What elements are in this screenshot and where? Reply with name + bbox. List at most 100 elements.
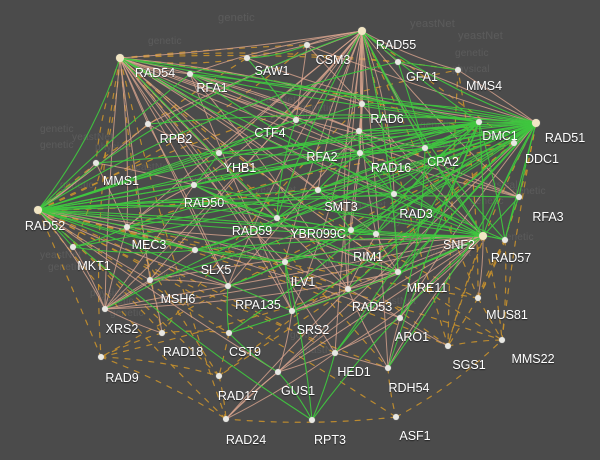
node-mkt1[interactable] (70, 244, 76, 250)
node-rim1[interactable] (373, 231, 379, 237)
edge-coexpression (37, 57, 121, 211)
edge-physical (147, 123, 229, 287)
node-yhb1[interactable] (216, 150, 222, 156)
node-xrs2[interactable] (102, 306, 108, 312)
edge-genetic (119, 57, 163, 334)
node-rfa3[interactable] (516, 194, 522, 200)
node-dmc1[interactable] (476, 119, 482, 125)
edge-genetic (447, 69, 459, 347)
edge-coexpression (37, 209, 399, 273)
node-mre11[interactable] (395, 269, 401, 275)
node-cst9[interactable] (226, 330, 232, 336)
edge-coexpression (361, 30, 537, 124)
edge-physical (225, 235, 484, 420)
edge-genetic (119, 57, 227, 420)
node-mec3[interactable] (124, 224, 130, 230)
edge-genetic (501, 122, 537, 341)
node-hed1[interactable] (332, 350, 338, 356)
node-sgs1[interactable] (445, 343, 451, 349)
node-rad50[interactable] (191, 182, 197, 188)
node-rad59[interactable] (274, 215, 280, 221)
node-rad51[interactable] (532, 119, 540, 127)
node-csm3[interactable] (304, 42, 310, 48)
edge-physical (361, 30, 389, 369)
node-rfa1[interactable] (187, 71, 193, 77)
node-ddc1[interactable] (511, 140, 517, 146)
node-rad57[interactable] (502, 237, 508, 243)
node-mms1[interactable] (93, 160, 99, 166)
edge-genetic (387, 367, 397, 418)
edge-coexpression (37, 30, 363, 211)
edge-physical (104, 57, 121, 310)
edge-physical (399, 235, 484, 319)
node-rpt3[interactable] (309, 417, 315, 423)
node-rad16[interactable] (357, 150, 363, 156)
node-msh6[interactable] (147, 277, 153, 283)
node-rad52[interactable] (34, 206, 42, 214)
node-rpa135[interactable] (225, 283, 231, 289)
node-rad6[interactable] (359, 101, 365, 107)
node-rdh54[interactable] (385, 365, 391, 371)
edge-coexpression (119, 57, 278, 219)
edge-coexpression (504, 196, 520, 241)
edge-coexpression (37, 61, 399, 211)
edge-coexpression (189, 73, 361, 154)
node-mus81[interactable] (475, 295, 481, 301)
edge-physical (119, 57, 360, 132)
edge-physical (37, 209, 279, 373)
edge-coexpression (317, 189, 352, 231)
node-rad53[interactable] (345, 286, 351, 292)
edge-coexpression (311, 235, 484, 421)
node-gfa1[interactable] (395, 59, 401, 65)
edge-coexpression (126, 121, 480, 228)
edge-coexpression (359, 152, 395, 195)
edge-genetic (119, 57, 389, 369)
node-mms4[interactable] (455, 67, 461, 73)
edge-coexpression (358, 121, 480, 132)
edge-physical (347, 271, 399, 290)
edge-coexpression (246, 44, 308, 59)
edge-coexpression (277, 371, 313, 421)
edge-coexpression (37, 189, 319, 211)
node-rad9[interactable] (98, 354, 104, 360)
edge-coexpression (397, 121, 480, 273)
node-rad54[interactable] (116, 54, 124, 62)
edge-physical (227, 235, 484, 287)
edge-coexpression (276, 119, 297, 219)
edge-physical (334, 235, 484, 354)
node-rad17[interactable] (216, 373, 222, 379)
edge-genetic (447, 297, 479, 347)
node-rad55[interactable] (358, 27, 366, 35)
edge-physical (361, 30, 459, 71)
node-saw1[interactable] (244, 55, 250, 61)
edge-physical (37, 209, 106, 310)
edge-coexpression (276, 217, 399, 273)
node-rad18[interactable] (159, 330, 165, 336)
node-slx5[interactable] (192, 247, 198, 253)
node-gus1[interactable] (275, 369, 281, 375)
edge-physical (291, 288, 349, 312)
node-rad24[interactable] (223, 416, 229, 422)
edge-coexpression (478, 121, 484, 237)
node-srs2[interactable] (289, 308, 295, 314)
node-rpb2[interactable] (145, 121, 151, 127)
edge-genetic (119, 52, 459, 71)
node-smt3[interactable] (315, 187, 321, 193)
node-ilv1[interactable] (282, 259, 288, 265)
node-rad3[interactable] (391, 191, 397, 197)
node-aro1[interactable] (397, 315, 403, 321)
node-cpa2[interactable] (422, 145, 428, 151)
edge-genetic (97, 57, 121, 358)
edge-genetic (100, 356, 227, 420)
node-ctf4[interactable] (293, 117, 299, 123)
edge-coexpression (518, 122, 537, 198)
node-snf2[interactable] (479, 232, 487, 240)
node-ybr099c[interactable] (348, 227, 354, 233)
node-asf1[interactable] (393, 414, 399, 420)
node-rfa2[interactable] (356, 128, 362, 134)
edge-physical (37, 123, 149, 211)
node-mms22[interactable] (499, 337, 505, 343)
edge-coexpression (37, 209, 286, 263)
